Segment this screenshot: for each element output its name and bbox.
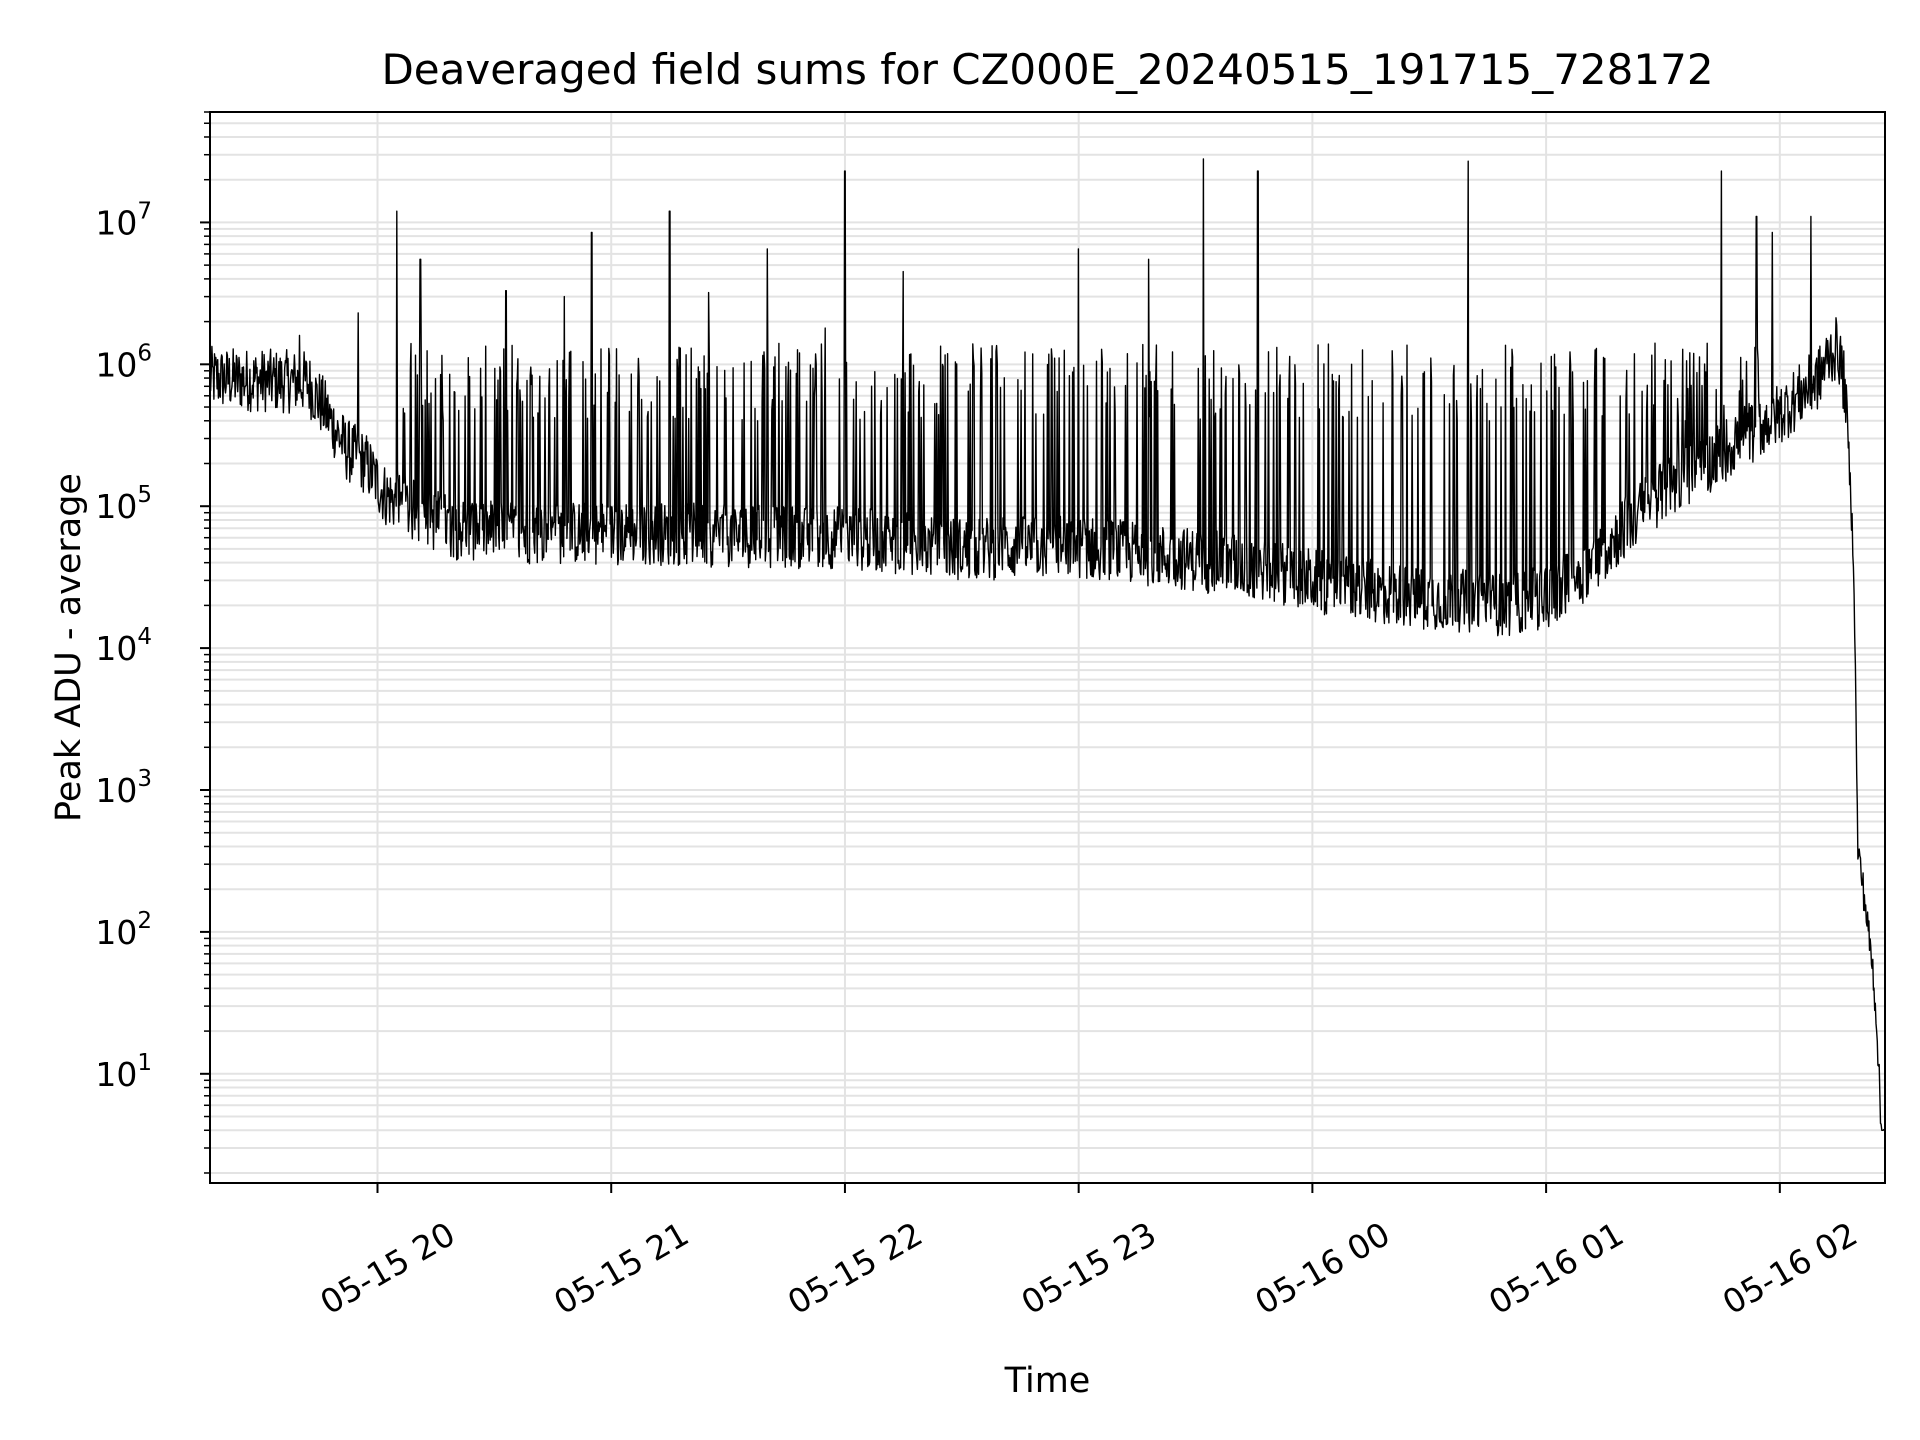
y-tick-exponent: 3 — [137, 766, 152, 792]
y-tick-label: 102 — [95, 908, 152, 952]
x-tick-label: 05-16 00 — [1248, 1214, 1396, 1322]
y-tick-label: 103 — [95, 766, 152, 810]
y-tick-label: 104 — [95, 624, 152, 668]
chart-title: Deaveraged field sums for CZ000E_2024051… — [381, 45, 1713, 94]
y-axis-label: Peak ADU - average — [49, 473, 89, 822]
y-tick-exponent: 1 — [137, 1050, 152, 1076]
x-tick-label: 05-16 02 — [1716, 1214, 1864, 1322]
y-tick-base: 10 — [95, 771, 137, 810]
x-axis-label: Time — [1004, 1361, 1091, 1401]
y-tick-base: 10 — [95, 203, 137, 242]
grid — [210, 111, 1885, 1183]
y-tick-exponent: 5 — [137, 482, 152, 508]
x-tick-label: 05-15 22 — [781, 1214, 929, 1322]
y-tick-exponent: 6 — [137, 340, 152, 366]
y-tick-base: 10 — [95, 345, 137, 384]
x-tick-label: 05-15 21 — [547, 1214, 695, 1322]
y-tick-label: 106 — [95, 340, 152, 384]
y-tick-exponent: 2 — [137, 908, 152, 934]
series-line — [209, 158, 1886, 1131]
series-line-layer — [209, 158, 1886, 1131]
y-tick-exponent: 7 — [137, 198, 152, 224]
y-tick-base: 10 — [95, 629, 137, 668]
x-tick-label: 05-16 01 — [1482, 1214, 1630, 1322]
y-tick-base: 10 — [95, 487, 137, 526]
y-tick-base: 10 — [95, 1055, 137, 1094]
y-tick-label: 101 — [95, 1050, 152, 1094]
x-tick-label: 05-15 23 — [1015, 1214, 1163, 1322]
x-tick-label: 05-15 20 — [314, 1214, 462, 1322]
y-tick-exponent: 4 — [137, 624, 152, 650]
y-tick-label: 107 — [95, 198, 152, 242]
y-tick-label: 105 — [95, 482, 152, 526]
y-tick-base: 10 — [95, 913, 137, 952]
